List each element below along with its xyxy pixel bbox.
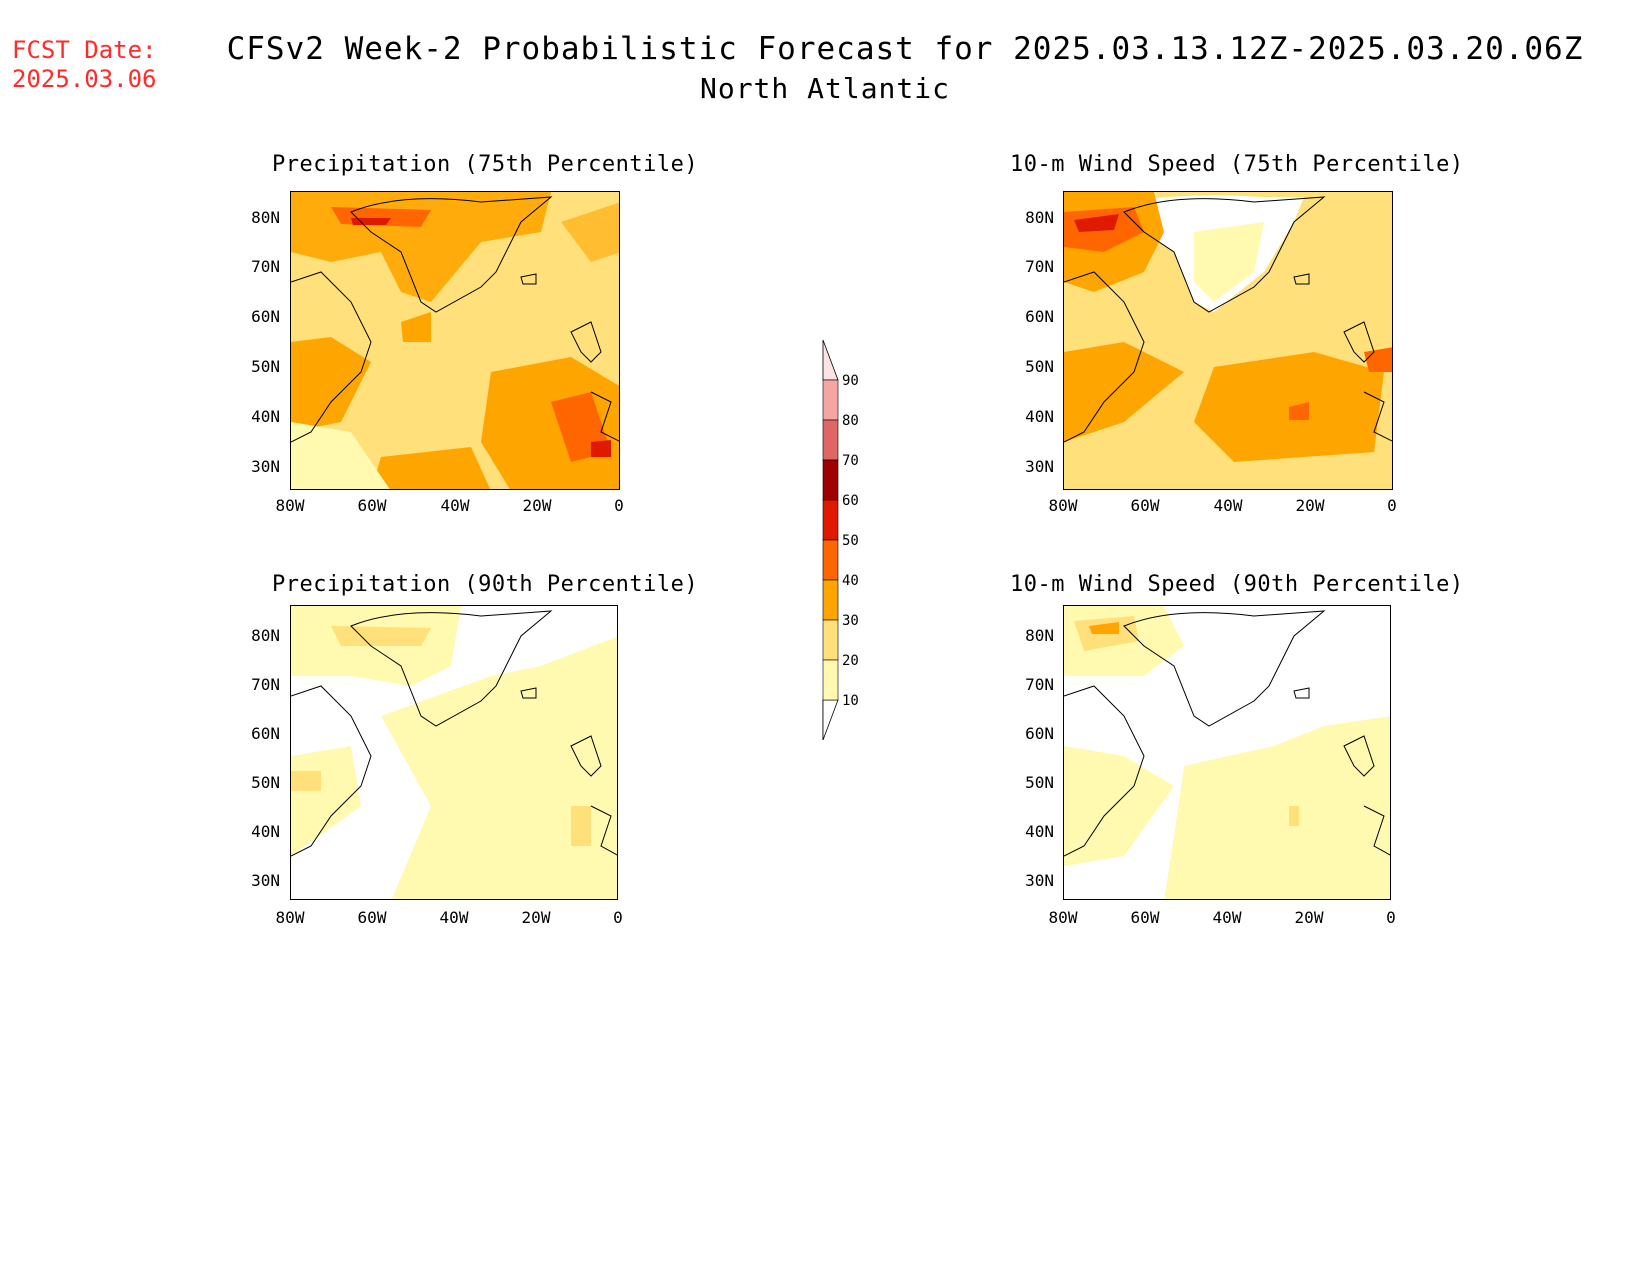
lon-label: 80W	[275, 496, 305, 515]
lat-label: 40N	[251, 407, 280, 426]
colorbar-label: 10	[842, 693, 859, 709]
colorbar-segment	[822, 579, 839, 621]
lat-label: 40N	[1025, 822, 1054, 841]
colorbar-label: 90	[842, 373, 859, 389]
lat-label: 70N	[1025, 675, 1054, 694]
map-wind-75-shading	[1064, 192, 1392, 489]
lat-label: 70N	[251, 257, 280, 276]
map-wind-90	[1063, 605, 1391, 900]
colorbar-label: 30	[842, 613, 859, 629]
colorbar-label: 70	[842, 453, 859, 469]
lon-label: 80W	[275, 908, 305, 927]
forecast-date-label: FCST Date:	[12, 36, 157, 64]
lon-label: 40W	[439, 908, 469, 927]
colorbar-graphic	[822, 339, 839, 741]
lon-label: 40W	[1213, 496, 1243, 515]
colorbar-segment	[822, 499, 839, 541]
lat-label: 50N	[1025, 773, 1054, 792]
colorbar-segment	[822, 659, 839, 701]
lon-label: 20W	[1294, 908, 1324, 927]
lat-label: 60N	[1025, 724, 1054, 743]
forecast-date-block: FCST Date: 2025.03.06	[12, 36, 157, 94]
lat-label: 30N	[1025, 457, 1054, 476]
lat-label: 30N	[251, 457, 280, 476]
lon-label: 60W	[357, 496, 387, 515]
lat-label: 60N	[1025, 307, 1054, 326]
panel-title-wind-75: 10-m Wind Speed (75th Percentile)	[1010, 152, 1464, 177]
lat-label: 30N	[1025, 871, 1054, 890]
lat-label: 50N	[251, 357, 280, 376]
lon-label: 20W	[521, 908, 551, 927]
colorbar-segment	[822, 539, 839, 581]
lat-label: 30N	[251, 871, 280, 890]
lon-label: 60W	[1130, 908, 1160, 927]
lon-label: 0	[1387, 496, 1397, 515]
figure-title: CFSv2 Week-2 Probabilistic Forecast for …	[226, 31, 1584, 67]
lat-label: 80N	[1025, 208, 1054, 227]
panel-title-precip-75: Precipitation (75th Percentile)	[272, 152, 699, 177]
lon-label: 80W	[1048, 908, 1078, 927]
lon-label: 20W	[1295, 496, 1325, 515]
map-wind-75	[1063, 191, 1393, 490]
colorbar-label: 50	[842, 533, 859, 549]
figure-subtitle: North Atlantic	[699, 72, 950, 105]
lon-label: 0	[614, 496, 624, 515]
lon-label: 40W	[1212, 908, 1242, 927]
lat-label: 80N	[251, 626, 280, 645]
colorbar-label: 80	[842, 413, 859, 429]
map-wind-90-shading	[1064, 606, 1390, 899]
lon-label: 0	[1386, 908, 1396, 927]
lat-label: 50N	[1025, 357, 1054, 376]
panel-title-wind-90: 10-m Wind Speed (90th Percentile)	[1010, 572, 1464, 597]
lat-label: 40N	[1025, 407, 1054, 426]
lon-label: 60W	[1130, 496, 1160, 515]
lat-label: 80N	[1025, 626, 1054, 645]
lon-label: 20W	[522, 496, 552, 515]
lon-label: 0	[613, 908, 623, 927]
colorbar: 90 80 70 60 50 40 30 20 10	[818, 330, 908, 741]
lon-label: 40W	[440, 496, 470, 515]
colorbar-segment	[822, 419, 839, 461]
colorbar-segment	[822, 459, 839, 501]
colorbar-label: 20	[842, 653, 859, 669]
map-precip-90-shading	[291, 606, 617, 899]
colorbar-segment	[822, 619, 839, 661]
lon-label: 80W	[1048, 496, 1078, 515]
lat-label: 50N	[251, 773, 280, 792]
map-precip-75	[290, 191, 620, 490]
colorbar-label: 40	[842, 573, 859, 589]
colorbar-label: 60	[842, 493, 859, 509]
lat-label: 70N	[251, 675, 280, 694]
lat-label: 60N	[251, 724, 280, 743]
lon-label: 60W	[357, 908, 387, 927]
lat-label: 40N	[251, 822, 280, 841]
lat-label: 60N	[251, 307, 280, 326]
lat-label: 80N	[251, 208, 280, 227]
colorbar-segment	[822, 379, 839, 421]
map-precip-75-shading	[291, 192, 619, 489]
panel-title-precip-90: Precipitation (90th Percentile)	[272, 572, 699, 597]
lat-label: 70N	[1025, 257, 1054, 276]
figure-title-block: CFSv2 Week-2 Probabilistic Forecast for …	[0, 30, 1650, 108]
forecast-date-value: 2025.03.06	[12, 65, 157, 93]
map-precip-90	[290, 605, 618, 900]
